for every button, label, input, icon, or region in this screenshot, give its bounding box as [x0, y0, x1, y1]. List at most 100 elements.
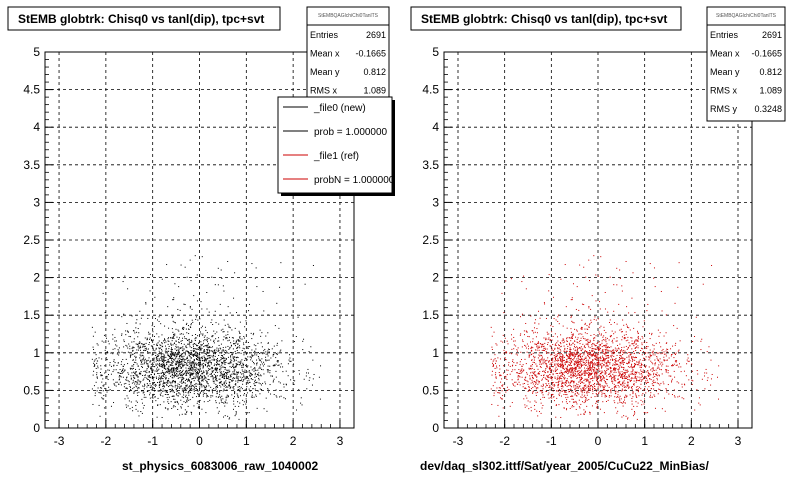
scatter-point	[606, 360, 608, 362]
scatter-point	[191, 339, 193, 341]
scatter-point	[128, 381, 130, 383]
scatter-point	[112, 334, 114, 336]
scatter-point	[179, 333, 181, 335]
scatter-point	[217, 267, 219, 269]
scatter-point	[710, 378, 712, 380]
scatter-point	[607, 368, 609, 370]
scatter-point	[509, 405, 511, 407]
scatter-point	[525, 347, 527, 349]
scatter-point	[119, 372, 121, 374]
scatter-point	[567, 385, 569, 387]
scatter-point	[612, 365, 614, 367]
scatter-point	[554, 384, 556, 386]
scatter-point	[225, 378, 227, 380]
scatter-point	[239, 388, 241, 390]
scatter-point	[637, 364, 639, 366]
scatter-point	[152, 349, 154, 351]
scatter-point	[233, 403, 235, 405]
scatter-point	[604, 359, 606, 361]
scatter-point	[528, 336, 530, 338]
scatter-point	[565, 380, 567, 382]
scatter-point	[560, 386, 562, 388]
scatter-point	[97, 387, 99, 389]
scatter-point	[588, 383, 590, 385]
scatter-point	[625, 372, 627, 374]
scatter-point	[250, 359, 252, 361]
scatter-point	[94, 331, 96, 333]
scatter-point	[235, 384, 237, 386]
scatter-point	[501, 390, 503, 392]
scatter-point	[148, 366, 150, 368]
scatter-point	[169, 353, 171, 355]
scatter-point	[171, 340, 173, 342]
scatter-point	[185, 374, 187, 376]
scatter-point	[566, 358, 568, 360]
scatter-point	[137, 380, 139, 382]
scatter-point	[571, 361, 573, 363]
scatter-point	[597, 359, 599, 361]
scatter-point	[615, 375, 617, 377]
scatter-point	[212, 395, 214, 397]
scatter-point	[189, 307, 191, 309]
scatter-point	[555, 358, 557, 360]
scatter-point	[178, 377, 180, 379]
scatter-point	[142, 355, 144, 357]
scatter-point	[575, 386, 577, 388]
scatter-point	[596, 390, 598, 392]
scatter-point	[175, 401, 177, 403]
scatter-point	[197, 371, 199, 373]
scatter-point	[258, 357, 260, 359]
scatter-point	[571, 299, 573, 301]
scatter-point	[262, 369, 264, 371]
scatter-point	[102, 390, 104, 392]
scatter-point	[153, 366, 155, 368]
scatter-point	[212, 392, 214, 394]
scatter-point	[587, 366, 589, 368]
scatter-point	[134, 371, 136, 373]
scatter-point	[175, 353, 177, 355]
scatter-point	[554, 347, 556, 349]
scatter-point	[614, 385, 616, 387]
scatter-point	[197, 379, 199, 381]
scatter-point	[637, 337, 639, 339]
scatter-point	[136, 386, 138, 388]
scatter-point	[152, 393, 154, 395]
scatter-point	[619, 380, 621, 382]
scatter-point	[169, 364, 171, 366]
scatter-point	[170, 355, 172, 357]
scatter-point	[185, 367, 187, 369]
scatter-point	[149, 333, 151, 335]
scatter-point	[267, 353, 269, 355]
scatter-point	[197, 372, 199, 374]
scatter-point	[174, 358, 176, 360]
scatter-point	[603, 345, 605, 347]
scatter-point	[645, 377, 647, 379]
scatter-point	[251, 394, 253, 396]
scatter-point	[239, 337, 241, 339]
scatter-point	[628, 355, 630, 357]
scatter-point	[168, 350, 170, 352]
scatter-point	[138, 415, 140, 417]
scatter-point	[610, 390, 612, 392]
scatter-point	[210, 362, 212, 364]
scatter-point	[189, 306, 191, 308]
scatter-point	[284, 398, 286, 400]
scatter-point	[228, 369, 230, 371]
scatter-point	[181, 372, 183, 374]
scatter-point	[135, 400, 137, 402]
scatter-point	[270, 357, 272, 359]
scatter-point	[635, 350, 637, 352]
scatter-point	[622, 377, 624, 379]
scatter-point	[156, 356, 158, 358]
scatter-point	[671, 365, 673, 367]
scatter-point	[112, 278, 114, 280]
scatter-point	[156, 377, 158, 379]
scatter-point	[262, 290, 264, 292]
scatter-point	[254, 369, 256, 371]
scatter-point	[596, 379, 598, 381]
scatter-point	[114, 336, 116, 338]
scatter-point	[628, 351, 630, 353]
scatter-point	[598, 384, 600, 386]
scatter-point	[626, 371, 628, 373]
scatter-point	[166, 367, 168, 369]
